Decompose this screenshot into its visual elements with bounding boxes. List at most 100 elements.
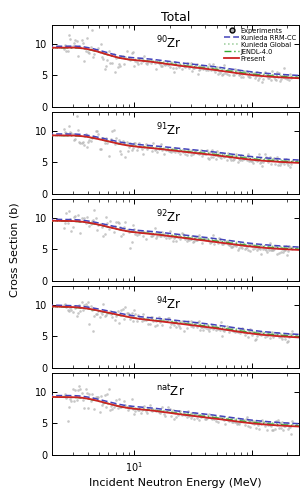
Point: [119, 306, 124, 314]
Point: [111, 228, 116, 236]
Point: [159, 232, 164, 239]
Point: [99, 40, 103, 48]
Point: [271, 330, 276, 338]
Point: [216, 70, 221, 78]
Point: [161, 316, 166, 324]
Point: [256, 76, 261, 84]
Point: [133, 140, 138, 147]
Point: [209, 324, 213, 332]
Point: [235, 158, 240, 166]
Point: [220, 150, 225, 158]
Point: [136, 143, 140, 151]
Point: [67, 207, 71, 215]
Point: [175, 148, 180, 156]
Point: [201, 150, 205, 158]
Point: [91, 327, 96, 335]
Point: [61, 224, 66, 232]
Point: [161, 232, 166, 240]
Point: [182, 410, 187, 418]
Point: [103, 404, 108, 411]
Point: [270, 72, 275, 80]
Point: [187, 320, 192, 328]
Point: [127, 310, 132, 318]
Point: [110, 59, 115, 67]
Point: [106, 310, 111, 318]
Point: [213, 324, 218, 332]
Point: [175, 60, 180, 68]
Point: [116, 136, 121, 144]
Point: [196, 317, 201, 325]
Point: [64, 129, 69, 137]
Point: [156, 314, 161, 322]
Point: [88, 302, 93, 310]
Point: [213, 152, 218, 160]
Point: [125, 55, 130, 63]
Point: [67, 31, 71, 39]
Point: [87, 320, 92, 328]
Point: [107, 60, 112, 68]
Point: [258, 158, 263, 166]
Point: [61, 45, 66, 53]
Point: [191, 64, 196, 72]
Point: [208, 239, 213, 247]
Point: [112, 140, 117, 148]
Point: [131, 48, 136, 56]
Point: [281, 73, 286, 81]
Point: [103, 310, 108, 318]
Point: [100, 401, 105, 409]
Point: [202, 234, 207, 241]
Point: [223, 326, 228, 334]
Point: [207, 60, 212, 68]
Point: [132, 306, 137, 314]
Point: [232, 328, 237, 336]
Point: [75, 386, 80, 394]
Point: [70, 222, 75, 230]
Point: [89, 306, 94, 314]
Point: [100, 54, 105, 62]
Point: [254, 242, 259, 250]
Point: [87, 390, 92, 398]
Point: [279, 244, 284, 252]
Point: [163, 316, 168, 324]
Point: [219, 66, 224, 74]
Point: [131, 405, 136, 413]
Point: [138, 143, 143, 151]
Point: [114, 218, 119, 226]
Point: [227, 154, 232, 162]
Point: [144, 228, 149, 235]
Point: [282, 246, 286, 254]
Point: [234, 240, 239, 248]
Point: [266, 328, 271, 336]
Point: [92, 405, 97, 413]
Point: [241, 154, 245, 162]
Point: [73, 386, 78, 394]
Point: [78, 139, 83, 147]
Point: [156, 228, 161, 236]
Point: [253, 417, 258, 425]
Point: [279, 418, 284, 426]
Point: [241, 418, 245, 426]
Point: [225, 240, 230, 248]
Point: [202, 150, 207, 158]
Point: [267, 421, 272, 429]
Point: [141, 405, 146, 413]
Point: [153, 234, 158, 242]
Point: [148, 142, 153, 150]
Point: [127, 228, 132, 235]
Point: [155, 321, 160, 329]
Point: [68, 395, 73, 403]
Point: [273, 330, 278, 338]
Point: [148, 406, 153, 414]
Point: [259, 420, 264, 428]
Point: [83, 218, 88, 226]
Point: [141, 150, 146, 158]
Point: [147, 320, 152, 328]
Point: [95, 46, 99, 54]
Point: [219, 154, 224, 162]
Point: [271, 244, 276, 252]
Point: [281, 426, 286, 434]
Point: [110, 404, 115, 412]
Point: [184, 324, 189, 332]
Point: [248, 325, 253, 333]
Point: [166, 406, 171, 414]
